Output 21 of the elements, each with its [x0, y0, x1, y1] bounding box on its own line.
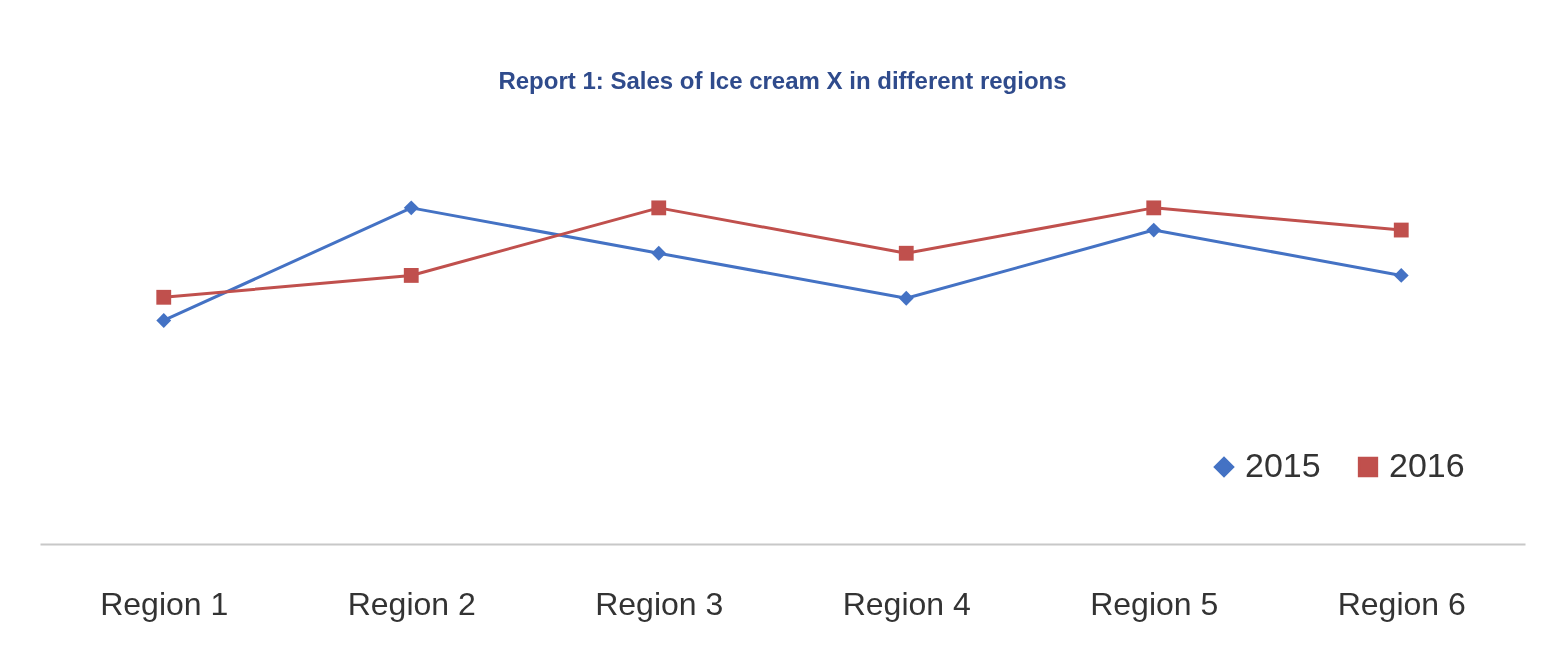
x-tick-label: Region 6 — [1337, 585, 1466, 622]
x-tick-label: Region 3 — [595, 585, 724, 622]
point — [651, 200, 667, 216]
legend-label: 2015 — [1245, 446, 1321, 484]
point — [403, 200, 419, 216]
point — [403, 268, 419, 283]
point — [1393, 268, 1409, 283]
x-tick-label: Region 2 — [347, 585, 476, 622]
point — [156, 289, 172, 305]
legend-label: 2016 — [1389, 446, 1465, 484]
point — [1393, 222, 1409, 238]
x-tick-label: Region 4 — [842, 585, 971, 622]
point — [898, 245, 914, 261]
chart-title: Report 1: Sales of Ice cream X in different regions — [498, 67, 1067, 94]
point — [898, 290, 914, 306]
x-tick-label: Region 5 — [1090, 585, 1219, 622]
point — [156, 313, 172, 328]
x-tick-label: Region 1 — [100, 585, 229, 622]
point — [1146, 222, 1162, 238]
point — [1146, 200, 1162, 216]
point — [651, 245, 667, 261]
